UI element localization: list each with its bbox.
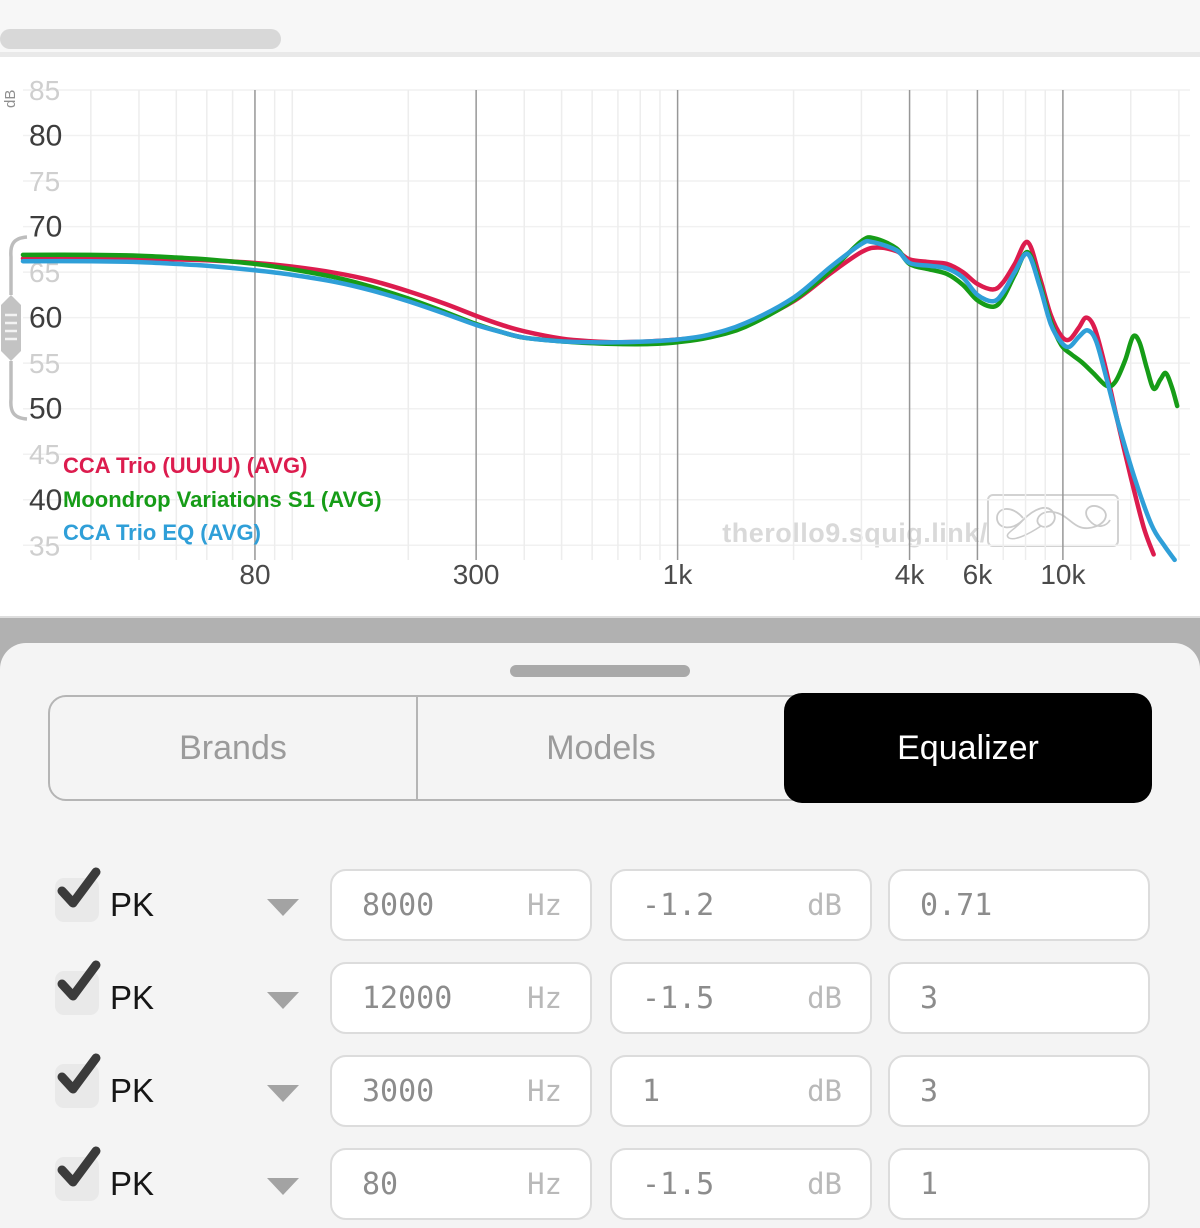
freq-unit: Hz [527,1074,562,1108]
freq-field: Hz [330,1055,592,1127]
freq-field: Hz [330,962,592,1034]
svg-text:55: 55 [29,348,60,379]
check-icon [57,1053,101,1094]
scrollbar-thumb[interactable] [0,29,281,49]
svg-text:80: 80 [239,559,270,590]
freq-unit: Hz [527,888,562,922]
q-input[interactable] [890,887,1070,923]
tab-bar: Brands Models [48,695,1152,801]
svg-text:60: 60 [29,302,62,335]
flourish-icon [996,505,1111,540]
filter-type-select[interactable]: PK [110,886,155,923]
freq-field: Hz [330,869,592,941]
gain-field: dB [610,1148,872,1220]
filter-enabled-checkbox[interactable] [55,1146,101,1201]
filter-type-select[interactable]: PK [110,979,155,1016]
q-field [888,1148,1150,1220]
top-scrollbar-track [0,0,1200,57]
legend-item[interactable]: CCA Trio (UUUU) (AVG) [63,453,308,478]
freq-unit: Hz [527,1167,562,1201]
svg-text:80: 80 [29,120,62,153]
filter-row: PK Hz dB [0,1146,1200,1220]
q-input[interactable] [890,1166,1070,1202]
gain-input[interactable] [612,1073,792,1109]
svg-text:10k: 10k [1040,559,1086,590]
svg-text:50: 50 [29,393,62,426]
filter-row: PK Hz dB [0,1053,1200,1127]
sheet-drag-handle[interactable] [510,665,690,677]
q-input[interactable] [890,1073,1070,1109]
filter-type-select[interactable]: PK [110,1072,155,1109]
tab-equalizer[interactable]: Equalizer [784,693,1152,803]
filter-row: PK Hz dB [0,867,1200,941]
freq-input[interactable] [332,887,512,923]
svg-text:300: 300 [453,559,500,590]
q-input[interactable] [890,980,1070,1016]
chevron-down-icon[interactable] [267,1085,299,1102]
svg-text:1k: 1k [663,559,694,590]
watermark: therollo9.squig.link/ [722,518,988,548]
filter-row: PK Hz dB [0,960,1200,1034]
filter-enabled-checkbox[interactable] [55,867,101,922]
freq-input[interactable] [332,1166,512,1202]
svg-text:35: 35 [29,530,60,561]
tab-brands[interactable]: Brands [50,697,418,799]
gain-input[interactable] [612,1166,792,1202]
gain-unit: dB [807,981,842,1015]
chevron-down-icon[interactable] [267,899,299,916]
gain-field: dB [610,1055,872,1127]
chevron-down-icon[interactable] [267,992,299,1009]
q-field [888,869,1150,941]
freq-unit: Hz [527,981,562,1015]
filter-enabled-checkbox[interactable] [55,1053,101,1108]
gain-unit: dB [807,1167,842,1201]
q-field [888,1055,1150,1127]
freq-input[interactable] [332,980,512,1016]
freq-field: Hz [330,1148,592,1220]
svg-text:70: 70 [29,211,62,244]
q-field [888,962,1150,1034]
svg-text:85: 85 [29,75,60,106]
grip-icon [1,295,21,361]
gain-input[interactable] [612,887,792,923]
gain-input[interactable] [612,980,792,1016]
svg-text:40: 40 [29,484,62,517]
gain-field: dB [610,869,872,941]
svg-text:4k: 4k [895,559,926,590]
freq-input[interactable] [332,1073,512,1109]
filter-type-select[interactable]: PK [110,1165,155,1202]
svg-text:45: 45 [29,439,60,470]
chevron-down-icon[interactable] [267,1178,299,1195]
filter-enabled-checkbox[interactable] [55,960,101,1015]
equalizer-filter-list: PK Hz dB PK Hz [0,867,1200,1228]
check-icon [57,1146,101,1187]
gain-unit: dB [807,1074,842,1108]
svg-text:dB: dB [2,90,19,108]
tab-models[interactable]: Models [546,728,656,767]
check-icon [57,960,101,1001]
svg-text:6k: 6k [963,559,994,590]
gain-field: dB [610,962,872,1034]
svg-text:75: 75 [29,166,60,197]
legend-item[interactable]: CCA Trio EQ (AVG) [63,520,261,545]
check-icon [57,867,101,908]
y-axis-zoom-handle[interactable] [0,233,30,428]
gain-unit: dB [807,888,842,922]
legend-item[interactable]: Moondrop Variations S1 (AVG) [63,487,382,512]
